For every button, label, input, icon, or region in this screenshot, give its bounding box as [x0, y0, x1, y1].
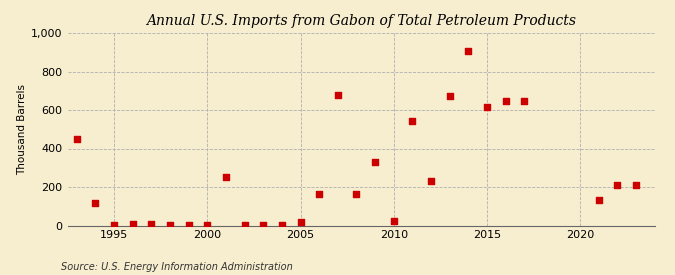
Point — [146, 222, 157, 226]
Point — [90, 201, 101, 205]
Point — [593, 198, 604, 203]
Point — [128, 222, 138, 226]
Point — [258, 222, 269, 227]
Point — [444, 94, 455, 98]
Point — [72, 137, 82, 141]
Title: Annual U.S. Imports from Gabon of Total Petroleum Products: Annual U.S. Imports from Gabon of Total … — [146, 14, 576, 28]
Point — [630, 183, 641, 187]
Point — [239, 222, 250, 227]
Point — [221, 175, 232, 180]
Point — [388, 218, 399, 223]
Point — [202, 222, 213, 227]
Point — [109, 222, 119, 227]
Point — [519, 99, 530, 103]
Y-axis label: Thousand Barrels: Thousand Barrels — [17, 84, 27, 175]
Point — [184, 222, 194, 227]
Point — [426, 179, 437, 183]
Point — [407, 118, 418, 123]
Point — [370, 160, 381, 164]
Point — [481, 105, 492, 109]
Point — [314, 191, 325, 196]
Point — [463, 49, 474, 53]
Point — [165, 222, 176, 227]
Point — [612, 183, 623, 187]
Point — [351, 191, 362, 196]
Point — [295, 219, 306, 224]
Point — [332, 92, 343, 97]
Text: Source: U.S. Energy Information Administration: Source: U.S. Energy Information Administ… — [61, 262, 292, 272]
Point — [277, 222, 288, 227]
Point — [500, 99, 511, 103]
